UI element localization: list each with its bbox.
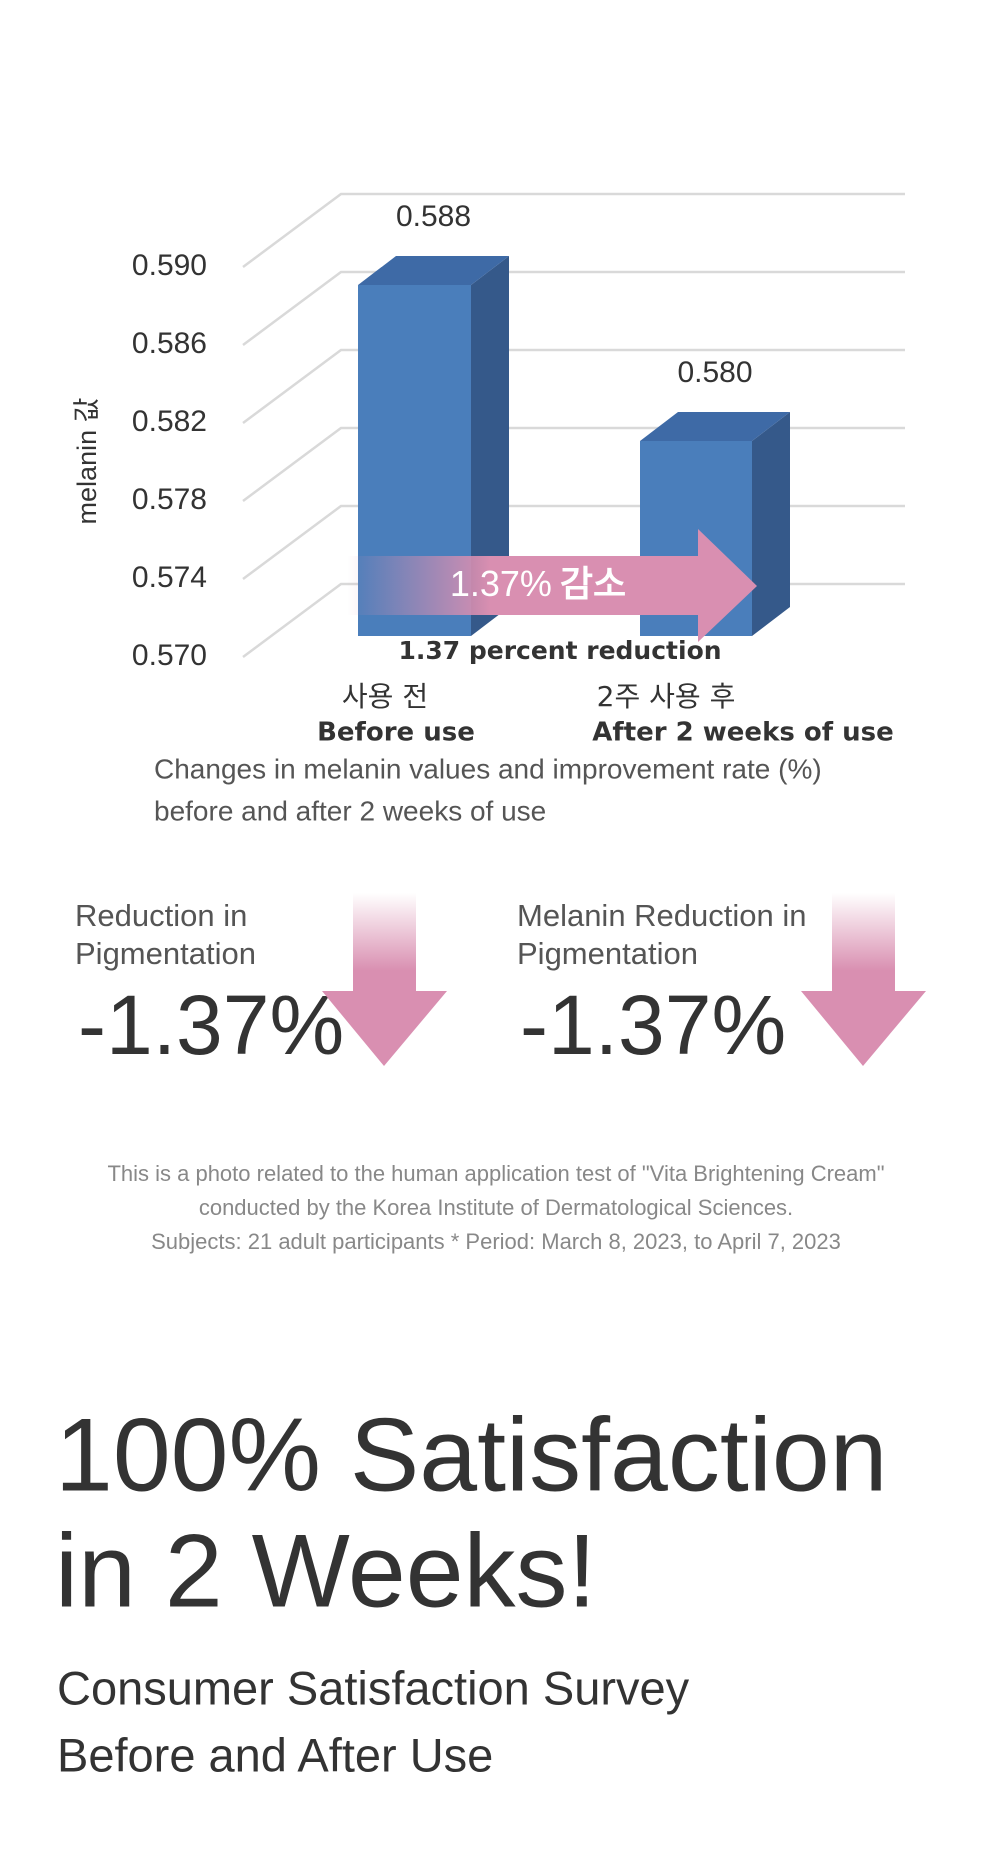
subheadline: Before and After Use [57,1728,493,1781]
footnote: conducted by the Korea Institute of Derm… [199,1195,793,1220]
down-arrow [322,893,447,1066]
stat-label: Melanin Reduction in [517,898,807,933]
stat-label: Pigmentation [75,936,256,971]
category-label: 2주 사용 후 [597,680,736,713]
chart-caption: Changes in melanin values and improvemen… [154,753,822,784]
grid-line [242,270,905,347]
down-arrow [801,893,926,1066]
subheadline: Consumer Satisfaction Survey [57,1661,690,1714]
headline: 100% Satisfaction [55,1397,888,1513]
y-tick-label: 0.582 [132,405,207,438]
stat-label: Pigmentation [517,936,698,971]
y-tick-label: 0.586 [132,327,207,360]
value-label: 0.588 [396,200,471,233]
footnote: This is a photo related to the human app… [107,1161,884,1186]
stat-value: -1.37% [520,978,786,1072]
y-tick-label: 0.590 [132,249,207,282]
grid-line [242,348,905,425]
y-tick-label: 0.574 [132,561,207,594]
reduction-annotation-en: 1.37 percent reduction [398,636,721,665]
bar-side [752,412,790,636]
headline: in 2 Weeks! [55,1513,596,1629]
value-label: 0.580 [677,356,752,389]
bar-side [471,256,509,636]
reduction-arrow [347,529,757,642]
category-label-en: After 2 weeks of use [592,718,893,748]
bar-top [640,412,790,441]
stat-label: Reduction in [75,898,247,933]
grid-line [242,426,905,503]
chart-caption: before and after 2 weeks of use [154,795,546,826]
bar-top [358,256,509,285]
chart: 0.570 0.574 0.578 0.582 0.586 0.590 melanin 값 0… [72,192,905,826]
category-label: 사용 전 [342,680,428,713]
grid-line [242,192,905,269]
y-tick-label: 0.570 [132,639,207,672]
reduction-annotation: 1.37% 감소 [450,563,626,605]
y-axis-title: melanin 값 [72,398,102,525]
stat-value: -1.37% [78,978,344,1072]
annotation-number: 1.37% [450,563,552,604]
category-label-en: Before use [317,718,475,748]
footnote: Subjects: 21 adult participants * Period… [151,1229,841,1254]
y-tick-label: 0.578 [132,483,207,516]
annotation-word: 감소 [560,564,626,605]
